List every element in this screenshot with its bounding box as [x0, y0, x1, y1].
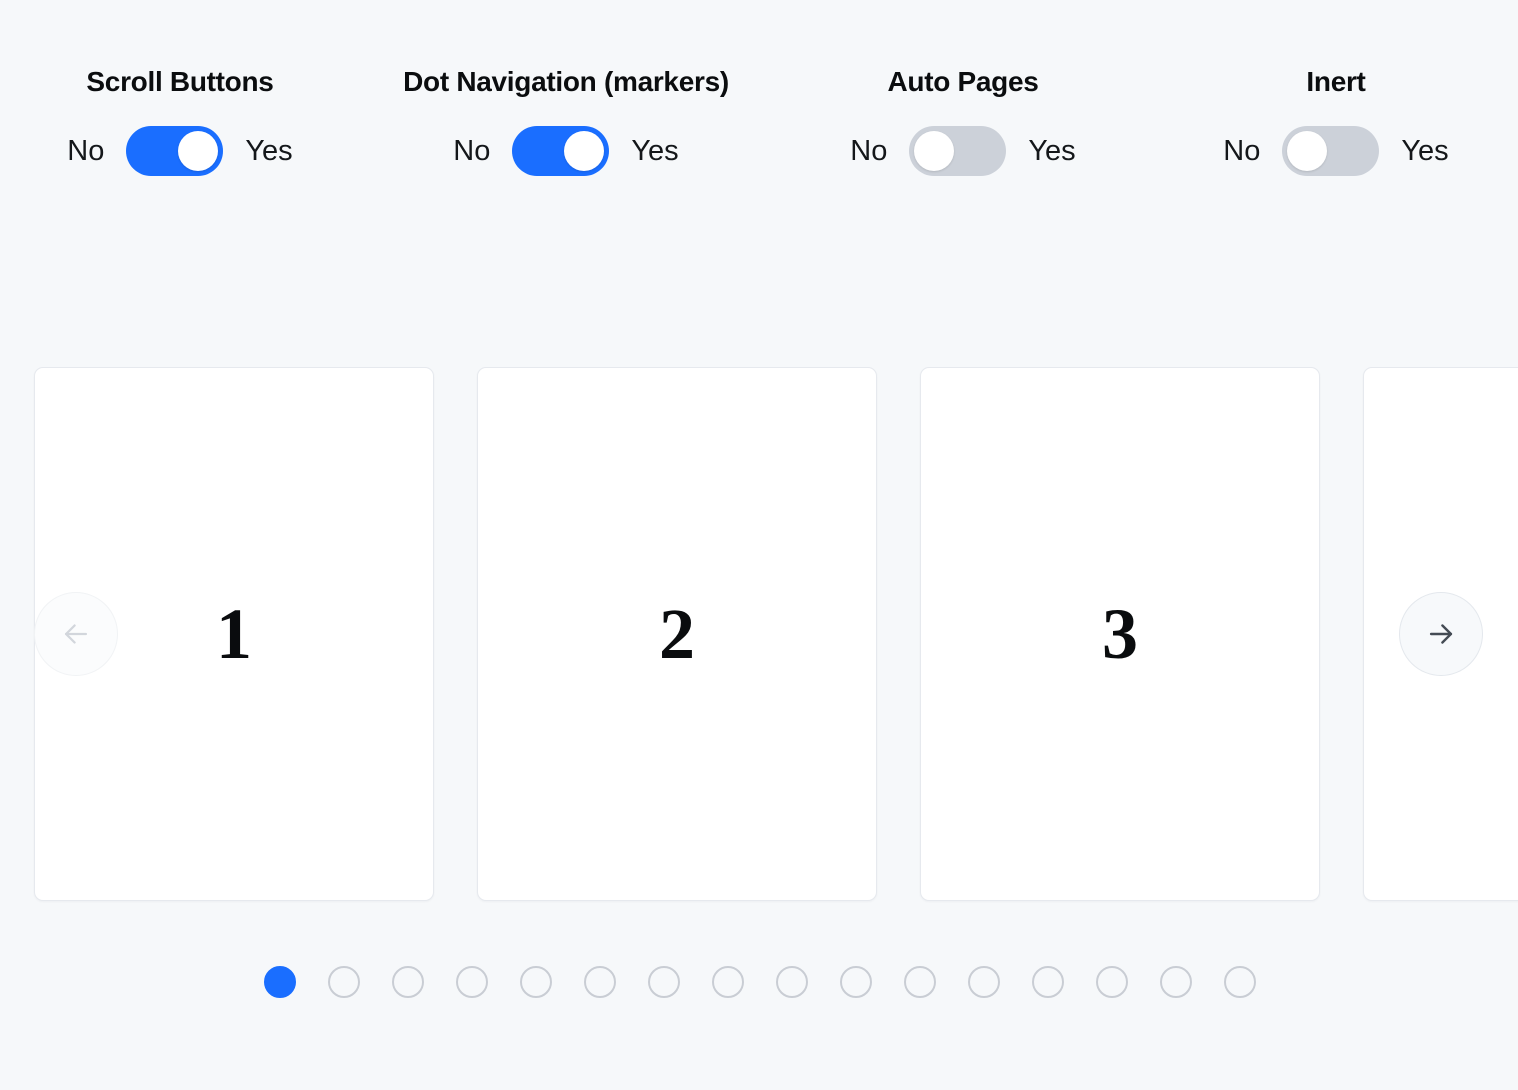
carousel-dot[interactable] [328, 966, 360, 998]
switch-row-dot-navigation: No Yes [453, 126, 679, 176]
control-group-inert: Inert No Yes [1154, 0, 1518, 176]
carousel-dot[interactable] [520, 966, 552, 998]
carousel-dot[interactable] [1160, 966, 1192, 998]
toggle-knob-scroll-buttons [178, 131, 219, 171]
control-title-inert: Inert [1306, 66, 1366, 97]
carousel-dot[interactable] [968, 966, 1000, 998]
switch-on-label-auto-pages: Yes [1028, 134, 1076, 167]
carousel-dot[interactable] [1096, 966, 1128, 998]
arrow-left-icon [59, 617, 93, 651]
carousel-next-button[interactable] [1399, 592, 1483, 676]
toggle-scroll-buttons[interactable] [126, 126, 224, 176]
toggle-auto-pages[interactable] [909, 126, 1007, 176]
switch-off-label-auto-pages: No [850, 134, 888, 167]
arrow-right-icon [1424, 617, 1458, 651]
carousel-dot[interactable] [456, 966, 488, 998]
carousel-dot[interactable] [712, 966, 744, 998]
switch-row-auto-pages: No Yes [850, 126, 1076, 176]
control-group-scroll-buttons: Scroll Buttons No Yes [0, 0, 360, 176]
control-title-auto-pages: Auto Pages [887, 66, 1039, 97]
carousel-dot[interactable] [584, 966, 616, 998]
control-group-dot-navigation: Dot Navigation (markers) No Yes [360, 0, 772, 176]
control-title-dot-navigation: Dot Navigation (markers) [403, 66, 729, 97]
carousel-dot[interactable] [392, 966, 424, 998]
carousel-dot[interactable] [840, 966, 872, 998]
card-number: 3 [1102, 594, 1138, 674]
carousel-dot[interactable] [1224, 966, 1256, 998]
switch-row-inert: No Yes [1223, 126, 1449, 176]
switch-on-label-inert: Yes [1401, 134, 1449, 167]
carousel-card[interactable]: 3 [920, 367, 1320, 901]
toggle-dot-navigation[interactable] [512, 126, 610, 176]
toggle-knob-auto-pages [914, 131, 955, 171]
carousel-dot[interactable] [264, 966, 296, 998]
switch-off-label-dot-navigation: No [453, 134, 491, 167]
toggle-inert[interactable] [1282, 126, 1380, 176]
switch-off-label-scroll-buttons: No [67, 134, 105, 167]
control-title-scroll-buttons: Scroll Buttons [86, 66, 274, 97]
carousel-dot[interactable] [904, 966, 936, 998]
carousel-dot[interactable] [776, 966, 808, 998]
carousel-dot-navigation [264, 966, 1256, 998]
carousel-dot[interactable] [1032, 966, 1064, 998]
carousel: 1 2 3 4 [0, 367, 1518, 901]
controls-bar: Scroll Buttons No Yes Dot Navigation (ma… [0, 0, 1518, 252]
switch-on-label-scroll-buttons: Yes [245, 134, 293, 167]
switch-row-scroll-buttons: No Yes [67, 126, 293, 176]
carousel-dot[interactable] [648, 966, 680, 998]
toggle-knob-dot-navigation [564, 131, 605, 171]
control-group-auto-pages: Auto Pages No Yes [772, 0, 1154, 176]
carousel-track[interactable]: 1 2 3 4 [34, 367, 1518, 901]
toggle-knob-inert [1287, 131, 1328, 171]
carousel-prev-button[interactable] [34, 592, 118, 676]
switch-off-label-inert: No [1223, 134, 1261, 167]
card-number: 2 [659, 594, 695, 674]
switch-on-label-dot-navigation: Yes [631, 134, 679, 167]
card-number: 1 [216, 594, 252, 674]
carousel-card[interactable]: 2 [477, 367, 877, 901]
